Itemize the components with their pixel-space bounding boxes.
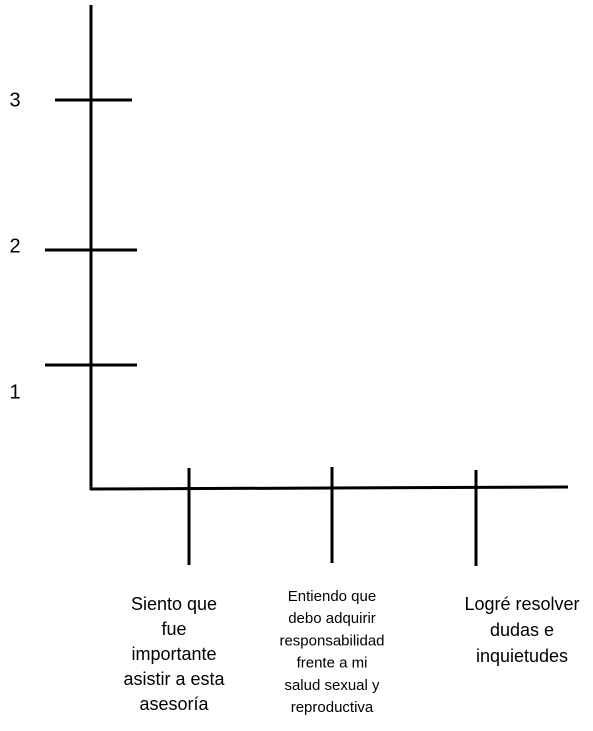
category-label: Entiendo que [288, 588, 376, 605]
y-tick-label: 2 [9, 235, 20, 257]
category-label: Logré resolver [464, 594, 579, 614]
category-label: salud sexual y [284, 677, 380, 694]
y-tick-label: 3 [9, 89, 20, 111]
category-label: importante [131, 644, 216, 664]
category-label: asistir a esta [123, 669, 225, 689]
category-label: dudas e [490, 620, 554, 640]
category-label: frente a mi [297, 655, 368, 672]
category-label: debo adquirir [288, 610, 376, 627]
category-label: responsabilidad [279, 632, 384, 649]
x-axis [89, 485, 569, 491]
category-label: asesoría [139, 694, 209, 714]
category-label: reproductiva [291, 699, 374, 716]
category-label: Siento que [131, 594, 217, 614]
category-label: fue [161, 619, 186, 639]
y-tick-label: 1 [9, 381, 20, 403]
category-label: inquietudes [476, 646, 568, 666]
